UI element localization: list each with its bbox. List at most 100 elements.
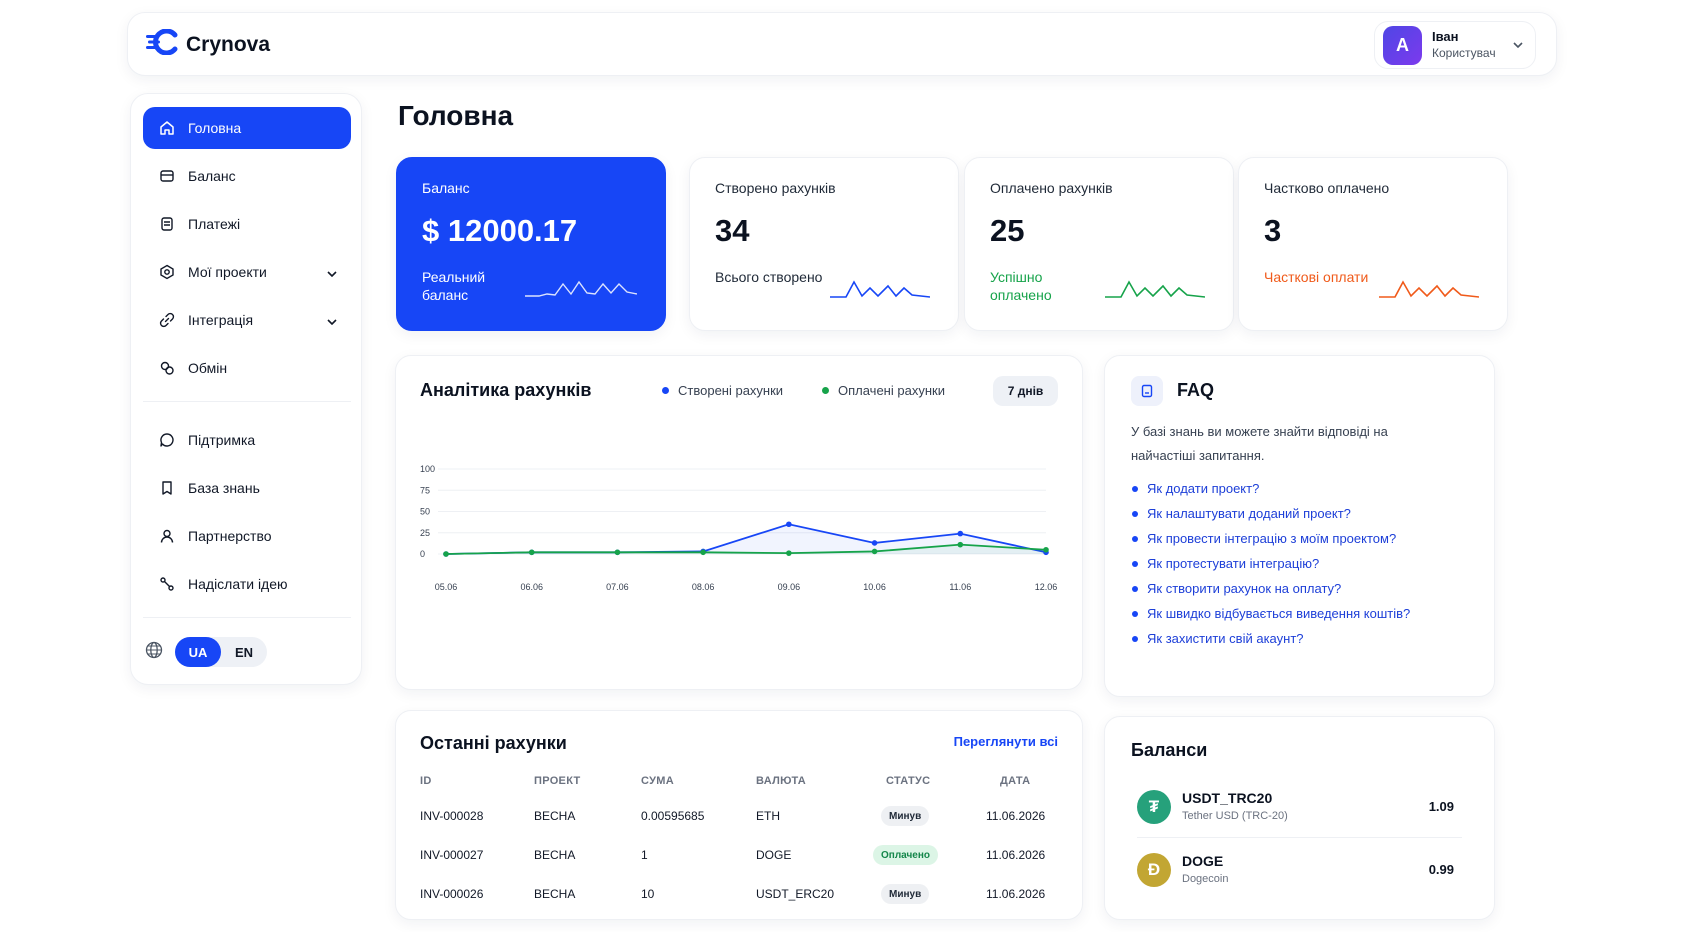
avatar: A	[1383, 25, 1422, 65]
status-badge: Минув	[881, 884, 930, 904]
sidebar-item-balance[interactable]: Баланс	[143, 155, 351, 197]
chevron-down-icon	[327, 264, 337, 280]
sparkline-icon	[1105, 280, 1205, 298]
recent-invoices-card: Останні рахунки Переглянути всі ID ПРОЕК…	[395, 710, 1083, 920]
language-selector: UA EN	[145, 637, 267, 667]
data-point	[786, 550, 792, 556]
faq-link[interactable]: Як провести інтеграцію з моїм проектом?	[1131, 530, 1421, 548]
created-invoices-card[interactable]: Створено рахунків 34 Всього створено	[689, 157, 959, 331]
payments-icon	[158, 215, 176, 233]
section-title: FAQ	[1177, 380, 1215, 400]
language-en-button[interactable]: EN	[234, 644, 254, 660]
data-point	[871, 540, 878, 546]
partially-paid-card[interactable]: Частково оплачено 3 Часткові оплати	[1238, 157, 1508, 331]
stat-label: Оплачено рахунків	[990, 180, 1113, 196]
brand-name: Crynova	[186, 32, 271, 56]
status-badge: Оплачено	[873, 845, 938, 865]
invoice-amount: 1	[641, 848, 648, 862]
sidebar-item-exchange[interactable]: Обмін	[143, 347, 351, 389]
wallet-icon	[158, 167, 176, 185]
sidebar-item-payments[interactable]: Платежі	[143, 203, 351, 245]
column-header: ДАТА	[1000, 775, 1031, 787]
y-tick-label: 100	[420, 464, 435, 474]
faq-icon	[1131, 376, 1163, 406]
sidebar-item-label: Головна	[188, 120, 242, 136]
balances-card: Баланси ₮ USDT_TRC20 Tether USD (TRC-20)…	[1104, 716, 1495, 920]
top-header: Crynova A Іван Користувач	[127, 12, 1557, 76]
chevron-down-icon	[327, 312, 337, 328]
coin-subtitle: Tether USD (TRC-20)	[1182, 810, 1288, 822]
y-tick-label: 75	[420, 485, 430, 495]
invoice-date: 11.06.2026	[986, 848, 1046, 862]
globe-icon	[145, 641, 163, 664]
faq-link[interactable]: Як захистити свій акаунт?	[1131, 630, 1421, 648]
user-name: Іван	[1432, 29, 1459, 44]
data-point	[443, 551, 449, 557]
balance-card[interactable]: Баланс $ 12000.17 Реальний баланс	[396, 157, 666, 331]
stat-value: $ 12000.17	[422, 213, 578, 248]
sidebar-item-label: Мої проекти	[188, 264, 267, 280]
invoice-id[interactable]: INV-000028	[420, 809, 484, 823]
brand-logo[interactable]: Crynova	[146, 28, 271, 60]
sidebar-item-send-idea[interactable]: Надіслати ідею	[143, 563, 351, 605]
faq-link[interactable]: Як створити рахунок на оплату?	[1131, 580, 1421, 598]
legend-dot-icon	[822, 387, 829, 394]
section-title: Останні рахунки	[420, 733, 567, 753]
data-point	[1043, 546, 1049, 553]
sidebar-item-projects[interactable]: Мої проекти	[143, 251, 351, 293]
stat-subtitle: Реальний баланс	[422, 269, 486, 303]
x-tick-label: 07.06	[606, 582, 629, 592]
invoice-date: 11.06.2026	[986, 809, 1046, 823]
date-range-button[interactable]: 7 днів	[993, 376, 1058, 406]
balance-item[interactable]: Ð DOGE Dogecoin	[1137, 852, 1228, 888]
legend-dot-icon	[662, 387, 669, 394]
section-title: Баланси	[1131, 740, 1208, 760]
coin-name: USDT_TRC20	[1182, 790, 1273, 806]
faq-link[interactable]: Як протестувати інтеграцію?	[1131, 555, 1421, 573]
sidebar-item-label: База знань	[188, 480, 260, 496]
sidebar-item-home[interactable]: Головна	[143, 107, 351, 149]
invoice-id[interactable]: INV-000027	[420, 848, 484, 862]
data-point	[700, 549, 706, 556]
legend-label: Оплачені рахунки	[838, 383, 945, 398]
sidebar: Головна Баланс Платежі Мої проекти Інтег…	[130, 93, 362, 685]
series-area	[446, 544, 1046, 554]
sidebar-item-partnership[interactable]: Партнерство	[143, 515, 351, 557]
status-badge: Минув	[881, 806, 930, 826]
sidebar-item-knowledge-base[interactable]: База знань	[143, 467, 351, 509]
x-tick-label: 08.06	[692, 582, 715, 592]
sidebar-item-label: Партнерство	[188, 528, 272, 544]
data-point	[957, 530, 964, 537]
faq-link[interactable]: Як налаштувати доданий проект?	[1131, 505, 1421, 523]
paid-invoices-card[interactable]: Оплачено рахунків 25 Успішно оплачено	[964, 157, 1234, 331]
language-ua-button[interactable]: UA	[175, 637, 221, 667]
y-tick-label: 0	[420, 549, 425, 559]
stat-label: Частково оплачено	[1264, 180, 1390, 196]
y-tick-label: 50	[420, 507, 430, 517]
sidebar-item-support[interactable]: Підтримка	[143, 419, 351, 461]
line-chart: 0 25 50 75 100 05.06 06.06 07.06 08.06 09.06 10.06…	[420, 464, 1057, 592]
invoice-currency: DOGE	[756, 848, 792, 862]
book-icon	[158, 479, 176, 497]
invoice-currency: USDT_ERC20	[756, 887, 835, 901]
stat-subtitle: Всього створено	[715, 269, 823, 285]
sidebar-item-integration[interactable]: Інтеграція	[143, 299, 351, 341]
data-point	[786, 521, 792, 528]
idea-icon	[158, 575, 176, 593]
x-tick-label: 10.06	[863, 582, 886, 592]
invoice-date: 11.06.2026	[986, 887, 1046, 901]
invoice-currency: ETH	[756, 809, 780, 823]
column-header: СТАТУС	[886, 775, 931, 787]
coin-subtitle: Dogecoin	[1182, 873, 1229, 885]
legend-item: Створені рахунки	[662, 383, 783, 398]
invoice-id[interactable]: INV-000026	[420, 887, 484, 901]
balance-item[interactable]: ₮ USDT_TRC20 Tether USD (TRC-20)	[1137, 789, 1288, 825]
view-all-link[interactable]: Переглянути всі	[953, 734, 1058, 749]
faq-link[interactable]: Як додати проект?	[1131, 480, 1421, 498]
sparkline-icon	[830, 280, 930, 298]
tether-icon: ₮	[1137, 790, 1171, 824]
coin-balance: 0.99	[1428, 862, 1454, 877]
x-tick-label: 05.06	[435, 582, 458, 592]
user-menu[interactable]: A Іван Користувач	[1374, 21, 1536, 69]
faq-link[interactable]: Як швидко відбувається виведення коштів?	[1131, 605, 1421, 623]
